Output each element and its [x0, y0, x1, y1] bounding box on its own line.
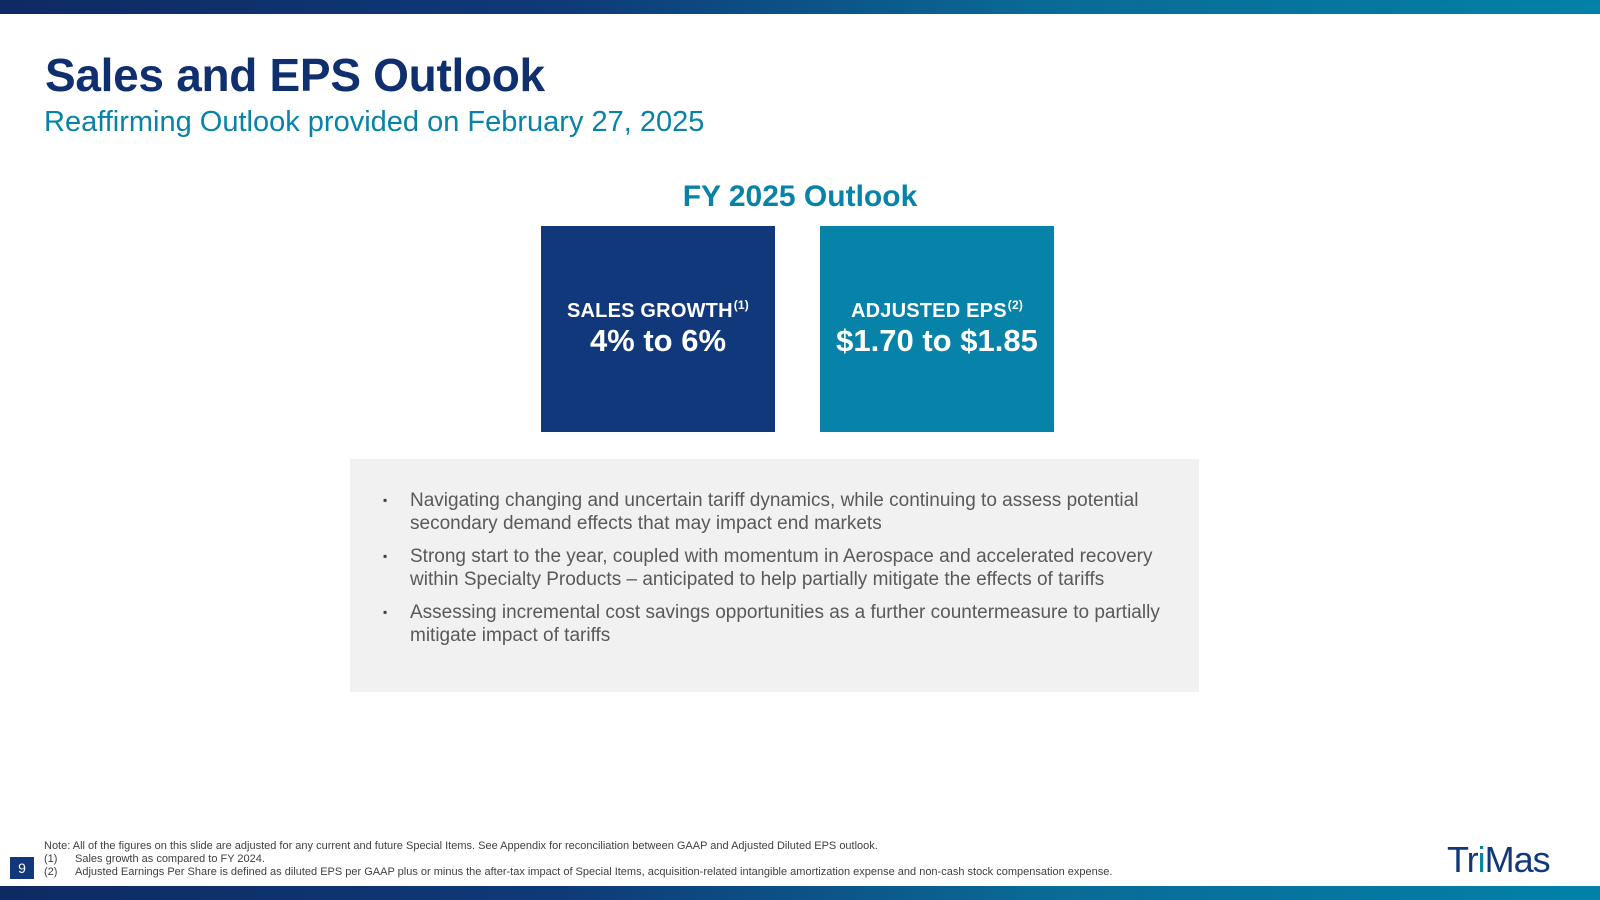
footnote-note: Note: All of the figures on this slide a… — [44, 840, 878, 852]
trimas-logo: TriMas — [1447, 839, 1551, 880]
footnote-text: Sales growth as compared to FY 2024. — [75, 853, 265, 865]
footnote-number: (2) — [44, 866, 58, 878]
slide-title: Sales and EPS Outlook — [45, 49, 545, 101]
footnote-1: (1) Sales growth as compared to FY 2024. — [44, 853, 1344, 866]
slide-subtitle: Reaffirming Outlook provided on February… — [44, 106, 705, 138]
list-item: ▪ Assessing incremental cost savings opp… — [380, 601, 1169, 647]
bullet-text: Strong start to the year, coupled with m… — [410, 546, 1153, 590]
list-item: ▪ Strong start to the year, coupled with… — [380, 545, 1169, 591]
outlook-heading: FY 2025 Outlook — [682, 180, 918, 213]
square-bullet-icon: ▪ — [383, 493, 388, 507]
square-bullet-icon: ▪ — [383, 605, 388, 619]
page-number: 9 — [10, 857, 34, 879]
top-accent-bar — [0, 0, 1600, 14]
footnote-number: (1) — [44, 853, 58, 865]
footnote-2: (2) Adjusted Earnings Per Share is defin… — [44, 866, 1344, 879]
adjusted-eps-value: $1.70 to $1.85 — [836, 322, 1038, 358]
commentary-panel: ▪ Navigating changing and uncertain tari… — [350, 459, 1199, 692]
footnote-text: Adjusted Earnings Per Share is defined a… — [75, 866, 1113, 878]
sales-growth-label: SALES GROWTH(1) — [566, 297, 749, 322]
footnote-ref-2: (2) — [1007, 297, 1024, 312]
list-item: ▪ Navigating changing and uncertain tari… — [380, 489, 1169, 535]
bullet-text: Navigating changing and uncertain tariff… — [410, 490, 1139, 534]
bottom-accent-bar — [0, 886, 1600, 900]
square-bullet-icon: ▪ — [383, 549, 388, 563]
bullet-text: Assessing incremental cost savings oppor… — [410, 602, 1160, 646]
adjusted-eps-card: ADJUSTED EPS(2) $1.70 to $1.85 — [820, 226, 1054, 432]
footnote-ref-1: (1) — [733, 297, 749, 312]
adjusted-eps-label: ADJUSTED EPS(2) — [850, 297, 1024, 322]
commentary-list: ▪ Navigating changing and uncertain tari… — [380, 489, 1169, 647]
sales-growth-card: SALES GROWTH(1) 4% to 6% — [541, 226, 775, 432]
footnotes: Note: All of the figures on this slide a… — [44, 840, 1344, 879]
sales-growth-value: 4% to 6% — [589, 322, 727, 358]
